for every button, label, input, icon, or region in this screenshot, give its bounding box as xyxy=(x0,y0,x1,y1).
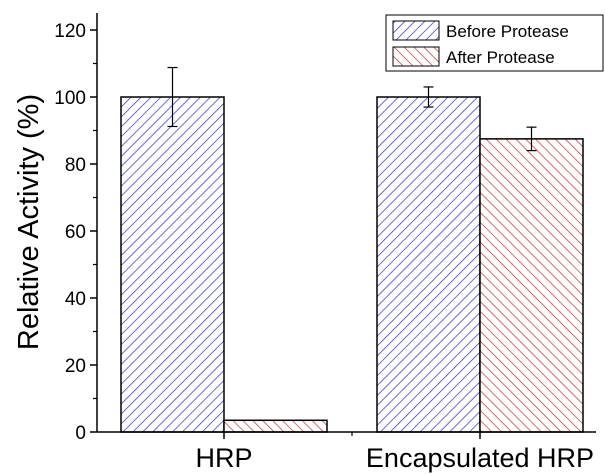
y-ticks-layer: 0 20 40 60 80 100 120 xyxy=(54,21,97,444)
y-tick-label-100: 100 xyxy=(54,88,86,109)
bar-hrp-after-protease xyxy=(223,419,328,433)
bar-hrp-before-protease xyxy=(120,96,225,433)
legend-swatch-before-protease xyxy=(392,20,440,41)
x-ticks-layer: HRP Encapsulated HRP xyxy=(195,432,594,473)
legend-label-after-protease: After Protease xyxy=(446,48,555,67)
bar-encapsulated-hrp-before-protease xyxy=(376,96,481,433)
y-tick-label-120: 120 xyxy=(54,21,86,42)
bars-layer xyxy=(120,96,584,433)
y-axis-title: Relative Activity (%) xyxy=(13,94,45,350)
y-tick-label-20: 20 xyxy=(65,356,86,377)
y-tick-label-80: 80 xyxy=(65,155,86,176)
x-category-label-hrp: HRP xyxy=(195,443,252,473)
y-tick-label-40: 40 xyxy=(65,289,86,310)
x-category-label-encapsulated-hrp: Encapsulated HRP xyxy=(366,443,594,473)
y-tick-label-60: 60 xyxy=(65,222,86,243)
bar-encapsulated-hrp-after-protease xyxy=(479,138,584,433)
y-tick-label-0: 0 xyxy=(75,423,86,444)
error-bars-layer xyxy=(167,66,537,152)
legend-label-before-protease: Before Protease xyxy=(446,22,569,41)
legend-swatch-after-protease xyxy=(392,46,440,67)
legend: Before Protease After Protease xyxy=(385,14,604,72)
